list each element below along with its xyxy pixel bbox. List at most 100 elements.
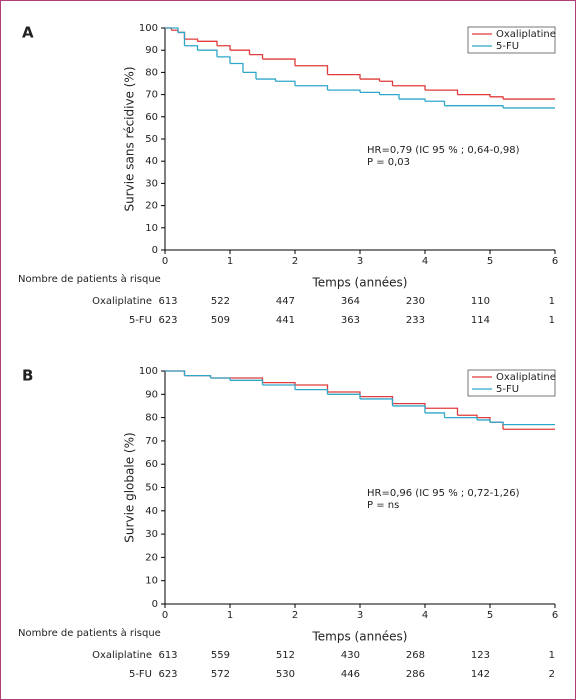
risk-count: 286 — [406, 669, 425, 680]
annotation: HR=0,96 (IC 95 % ; 0,72-1,26) — [367, 488, 520, 499]
y-tick-label: 60 — [145, 112, 158, 123]
survival-step — [425, 100, 446, 106]
survival-step — [262, 382, 296, 385]
risk-count: 110 — [471, 296, 490, 307]
risk-count: 530 — [276, 669, 295, 680]
risk-count: 1 — [549, 296, 555, 307]
risk-count: 114 — [471, 315, 490, 326]
survival-step — [210, 377, 231, 381]
survival-step — [230, 379, 264, 385]
y-axis-label: Survie globale (%) — [123, 432, 137, 542]
survival-step — [392, 405, 426, 413]
x-tick-label: 5 — [487, 256, 493, 267]
y-tick-label: 20 — [145, 201, 158, 212]
survival-step — [295, 65, 329, 75]
legend-label: Oxaliplatine — [496, 372, 556, 383]
panel-label: A — [22, 24, 34, 42]
survival-step — [262, 58, 296, 66]
x-tick-label: 2 — [292, 256, 298, 267]
survival-step — [490, 105, 504, 108]
survival-step — [197, 49, 218, 57]
risk-count: 522 — [211, 296, 230, 307]
y-tick-label: 50 — [145, 483, 158, 494]
risk-count: 230 — [406, 296, 425, 307]
y-tick-label: 10 — [145, 576, 158, 587]
x-tick-label: 0 — [162, 610, 168, 621]
y-tick-label: 80 — [145, 413, 158, 424]
survival-step — [360, 91, 381, 95]
x-tick-label: 5 — [487, 610, 493, 621]
risk-count: 623 — [158, 669, 177, 680]
survival-step — [425, 89, 459, 95]
x-tick-label: 1 — [227, 256, 233, 267]
y-tick-label: 50 — [145, 134, 158, 145]
survival-step — [295, 388, 329, 395]
survival-step — [457, 93, 491, 97]
survival-step — [399, 98, 426, 102]
annotation: P = ns — [367, 500, 399, 511]
risk-count: 364 — [341, 296, 360, 307]
y-tick-label: 90 — [145, 389, 158, 400]
y-tick-label: 30 — [145, 529, 158, 540]
y-tick-label: 40 — [145, 506, 158, 517]
panel-label: B — [22, 367, 33, 385]
survival-step — [392, 85, 426, 91]
survival-step — [457, 414, 478, 418]
risk-count: 623 — [158, 315, 177, 326]
y-tick-label: 90 — [145, 45, 158, 56]
legend-label: Oxaliplatine — [496, 29, 556, 40]
survival-step — [425, 407, 459, 416]
risk-count: 509 — [211, 315, 230, 326]
risk-count: 268 — [406, 650, 425, 661]
legend-box — [467, 26, 556, 54]
y-tick-label: 70 — [145, 436, 158, 447]
y-tick-label: 40 — [145, 156, 158, 167]
survival-step — [490, 96, 504, 100]
risk-count: 2 — [549, 669, 555, 680]
x-tick-label: 6 — [552, 256, 558, 267]
x-tick-label: 2 — [292, 610, 298, 621]
x-tick-label: 0 — [162, 256, 168, 267]
x-tick-label: 3 — [357, 610, 363, 621]
survival-step — [360, 398, 394, 406]
survival-step — [295, 85, 329, 91]
survival-step — [230, 62, 244, 73]
survival-step — [184, 375, 212, 378]
survival-step — [249, 53, 264, 60]
risk-count: 363 — [341, 315, 360, 326]
survival-step — [243, 71, 257, 80]
survival-step — [262, 384, 296, 390]
risk-table-title: Nombre de patients à risque — [18, 627, 161, 639]
survival-step — [327, 393, 361, 399]
x-tick-label: 4 — [422, 256, 428, 267]
survival-step — [490, 421, 504, 425]
survival-step — [178, 31, 186, 46]
risk-table-title: Nombre de patients à risque — [18, 273, 161, 285]
risk-count: 1 — [549, 315, 555, 326]
survival-step — [444, 416, 478, 420]
risk-count: 559 — [211, 650, 230, 661]
y-tick-label: 0 — [152, 245, 158, 256]
legend-label: 5-FU — [496, 41, 519, 52]
y-tick-label: 20 — [145, 552, 158, 563]
survival-step — [197, 40, 218, 46]
risk-row-label: 5-FU — [129, 315, 152, 326]
y-tick-label: 100 — [139, 23, 158, 34]
survival-step — [165, 27, 179, 33]
risk-count: 613 — [158, 650, 177, 661]
survival-step — [425, 412, 446, 418]
risk-count: 447 — [276, 296, 295, 307]
risk-row-label: Oxaliplatine — [92, 296, 152, 307]
y-tick-label: 80 — [145, 67, 158, 78]
annotation: P = 0,03 — [367, 157, 410, 168]
survival-step — [327, 89, 361, 93]
risk-count: 142 — [471, 669, 490, 680]
survival-step — [165, 370, 186, 376]
survival-step — [184, 38, 199, 42]
risk-count: 1 — [549, 650, 555, 661]
survival-step — [217, 56, 231, 64]
survival-step — [360, 78, 381, 82]
risk-count: 430 — [341, 650, 360, 661]
